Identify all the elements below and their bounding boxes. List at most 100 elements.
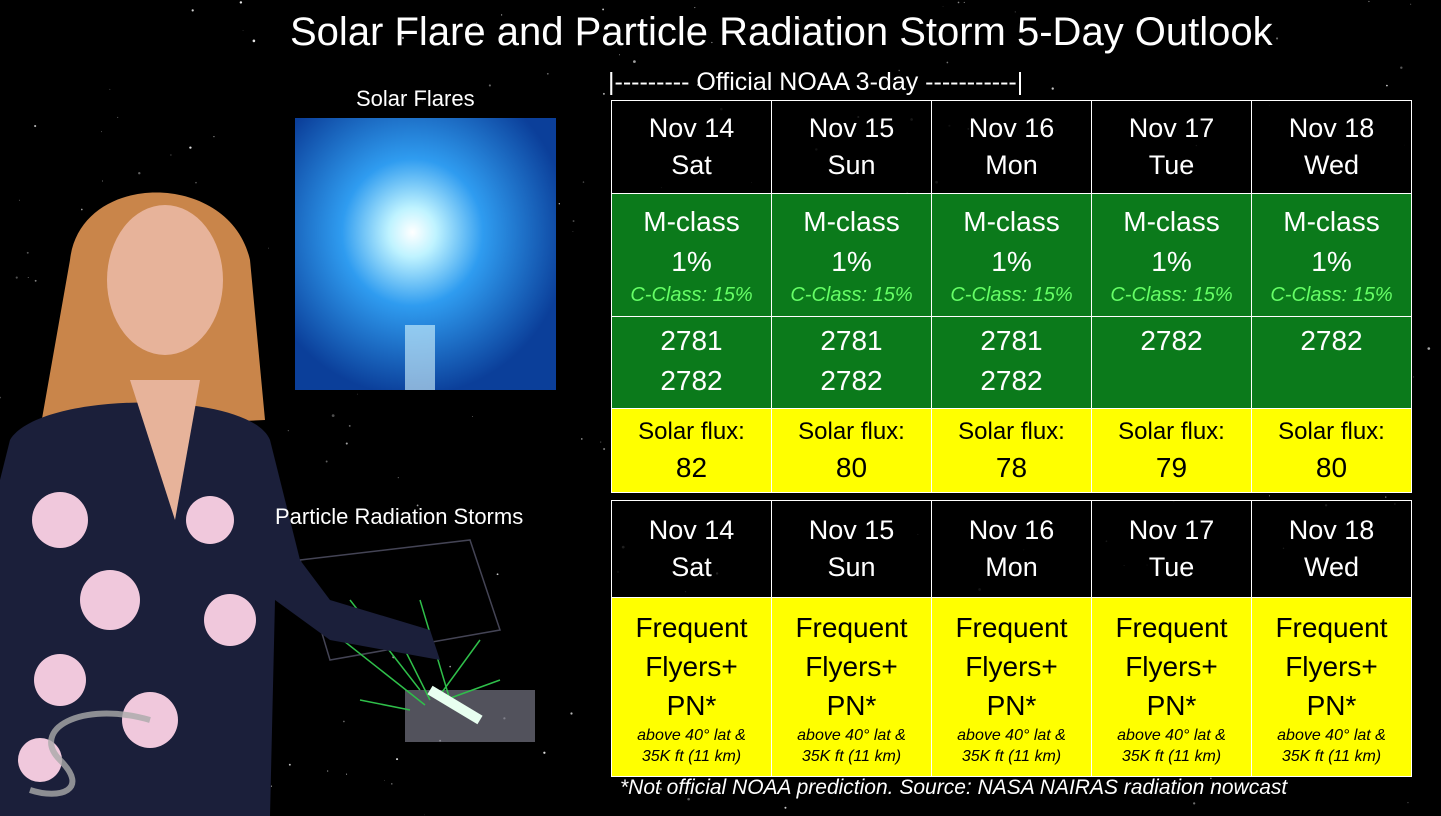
flux: 78 xyxy=(995,451,1028,483)
date-cell: Nov 15 Sun xyxy=(771,100,932,194)
region: 2782 xyxy=(1140,325,1203,356)
star xyxy=(138,172,141,175)
day: Sat xyxy=(671,552,712,582)
star xyxy=(102,180,104,182)
star xyxy=(34,124,37,128)
panel-label: Solar Flares xyxy=(356,86,475,111)
c-class: C-Class: 15% xyxy=(1110,284,1233,306)
star xyxy=(1407,802,1409,804)
m-prob: 1% xyxy=(1151,246,1192,277)
note-line: above 40° lat & xyxy=(637,726,746,744)
star xyxy=(1193,802,1196,805)
date-cell: Nov 17 Tue xyxy=(1091,100,1252,194)
risk-line: PN* xyxy=(986,689,1037,721)
risk-line: PN* xyxy=(826,689,877,721)
star xyxy=(687,797,690,801)
m-prob: 1% xyxy=(1311,246,1352,277)
region: 2781 xyxy=(820,325,883,356)
logo xyxy=(29,710,151,797)
star xyxy=(1410,3,1412,5)
star xyxy=(1268,495,1270,497)
star xyxy=(488,84,491,87)
c-class: C-Class: 15% xyxy=(790,284,913,306)
star xyxy=(34,279,37,282)
region: 2781 xyxy=(980,325,1043,356)
star xyxy=(390,783,393,785)
date: Nov 15 xyxy=(808,515,895,545)
star xyxy=(270,785,272,787)
star xyxy=(496,514,498,515)
day: Sun xyxy=(827,552,876,582)
date: Nov 17 xyxy=(1128,113,1215,143)
m-prob: 1% xyxy=(831,246,872,277)
risk-line: PN* xyxy=(1306,689,1357,721)
title: Solar Flare and Particle Radiation Storm… xyxy=(290,10,1273,54)
star xyxy=(572,220,575,222)
star xyxy=(0,396,2,399)
flux-cell: Solar flux: 82 xyxy=(611,408,772,493)
risk-line: Frequent xyxy=(795,611,908,643)
note-line: above 40° lat & xyxy=(1277,726,1386,744)
date-cell: Nov 14 Sat xyxy=(611,500,772,598)
star xyxy=(189,146,192,149)
star xyxy=(1210,777,1212,780)
star xyxy=(345,773,348,775)
note-line: 35K ft (11 km) xyxy=(641,747,742,765)
star xyxy=(946,61,949,64)
star xyxy=(957,1,960,4)
flare-cell: M-class 1% C-Class: 15% xyxy=(771,193,932,317)
star xyxy=(343,720,345,723)
risk-line: Frequent xyxy=(1115,611,1228,643)
solar-image-detail xyxy=(405,325,435,390)
flux-label: Solar flux: xyxy=(1278,417,1385,445)
risk-line: Frequent xyxy=(955,611,1068,643)
star xyxy=(572,231,574,232)
star xyxy=(784,806,787,809)
star xyxy=(80,208,83,211)
region-cell: 2782 xyxy=(1251,316,1412,409)
day: Sun xyxy=(827,150,876,180)
date: Nov 15 xyxy=(808,113,895,143)
note-line: 35K ft (11 km) xyxy=(801,747,902,765)
flux-cell: Solar flux: 79 xyxy=(1091,408,1252,493)
star xyxy=(546,72,549,75)
star xyxy=(397,477,399,479)
star xyxy=(449,665,451,668)
star xyxy=(659,787,662,791)
flare-cell: M-class 1% C-Class: 15% xyxy=(1251,193,1412,317)
star xyxy=(1427,347,1431,350)
star xyxy=(963,1,965,3)
panel-label: Particle Radiation Storms xyxy=(275,504,524,529)
risk-line: Flyers+ xyxy=(965,650,1058,682)
risk-cell: Frequent Flyers+ PN* above 40° lat & 35K ft … xyxy=(1091,597,1252,777)
star xyxy=(416,504,419,507)
note-line: above 40° lat & xyxy=(1117,726,1226,744)
region-cell: 2782 xyxy=(1091,316,1252,409)
flux: 80 xyxy=(835,451,868,483)
star xyxy=(582,181,585,183)
flux-label: Solar flux: xyxy=(958,417,1065,445)
date-cell: Nov 15 Sun xyxy=(771,500,932,598)
star xyxy=(242,30,244,31)
date-cell: Nov 18 Wed xyxy=(1251,500,1412,598)
star xyxy=(472,416,473,417)
star xyxy=(287,429,290,432)
date: Nov 16 xyxy=(968,113,1055,143)
region: 2782 xyxy=(980,365,1043,396)
star xyxy=(15,276,18,279)
star xyxy=(1400,66,1403,69)
day: Mon xyxy=(985,552,1038,582)
region-cell: 2781 2782 xyxy=(611,316,772,409)
date: Nov 14 xyxy=(648,113,735,143)
star xyxy=(1276,37,1279,40)
star xyxy=(170,154,172,156)
m-class: M-class xyxy=(1283,206,1380,237)
star xyxy=(239,1,243,4)
note-line: 35K ft (11 km) xyxy=(1121,747,1222,765)
radiation-image xyxy=(299,539,535,742)
date-cell: Nov 18 Wed xyxy=(1251,100,1412,194)
star xyxy=(570,712,573,715)
region-cell: 2781 2782 xyxy=(771,316,932,409)
c-class: C-Class: 15% xyxy=(1270,284,1393,306)
region: 2782 xyxy=(660,365,723,396)
